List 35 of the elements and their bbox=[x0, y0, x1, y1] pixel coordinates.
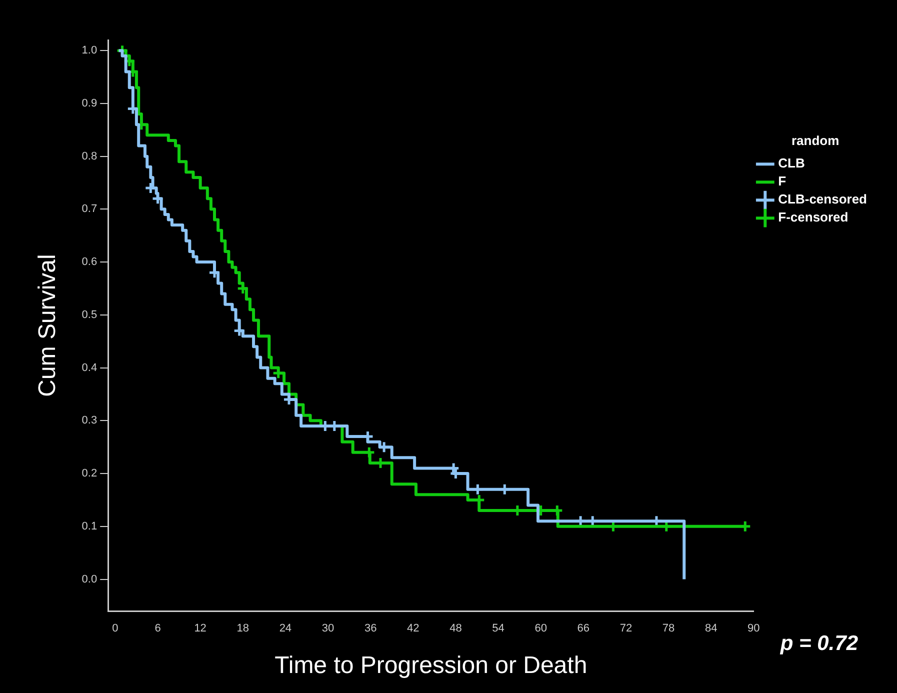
x-tick-label: 12 bbox=[194, 622, 206, 635]
y-tick-label: 0.2 bbox=[82, 468, 98, 480]
x-tick-label: 18 bbox=[236, 622, 250, 635]
x-tick-label: 24 bbox=[279, 622, 292, 635]
x-tick-label: 78 bbox=[662, 622, 675, 635]
y-tick-label: 0.9 bbox=[82, 97, 98, 110]
x-tick-label: 90 bbox=[748, 622, 760, 635]
x-tick-label: 48 bbox=[450, 622, 462, 635]
legend-label: CLB bbox=[778, 156, 805, 171]
legend-label: CLB-censored bbox=[778, 192, 868, 207]
y-tick-label: 1.0 bbox=[82, 44, 98, 57]
x-tick-label: 42 bbox=[407, 622, 420, 635]
y-tick-label: 0.5 bbox=[82, 308, 98, 321]
x-tick-label: 36 bbox=[364, 622, 377, 635]
y-tick-label: 0.6 bbox=[82, 256, 98, 268]
legend-label: F-censored bbox=[778, 210, 848, 225]
y-tick-label: 0.1 bbox=[82, 520, 98, 532]
x-tick-label: 66 bbox=[577, 622, 590, 635]
x-tick-label: 0 bbox=[112, 622, 118, 635]
y-tick-label: 0.4 bbox=[82, 362, 98, 374]
y-tick-label: 0.3 bbox=[82, 414, 98, 427]
y-tick-label: 0.8 bbox=[82, 150, 98, 162]
y-tick-label: 0.0 bbox=[82, 573, 98, 586]
x-tick-label: 84 bbox=[704, 622, 718, 635]
y-axis-title: Cum Survival bbox=[34, 254, 62, 397]
x-tick-label: 54 bbox=[492, 622, 504, 635]
legend-title: random bbox=[791, 133, 840, 148]
x-tick-label: 60 bbox=[534, 622, 547, 635]
text: p = 0.72 bbox=[779, 632, 858, 655]
x-tick-label: 6 bbox=[154, 622, 161, 635]
legend-label: F bbox=[778, 174, 786, 189]
y-tick-label: 0.7 bbox=[82, 203, 98, 216]
x-tick-label: 72 bbox=[620, 622, 632, 635]
x-axis-title: Time to Progression or Death bbox=[274, 652, 588, 680]
x-tick-label: 30 bbox=[322, 622, 334, 635]
